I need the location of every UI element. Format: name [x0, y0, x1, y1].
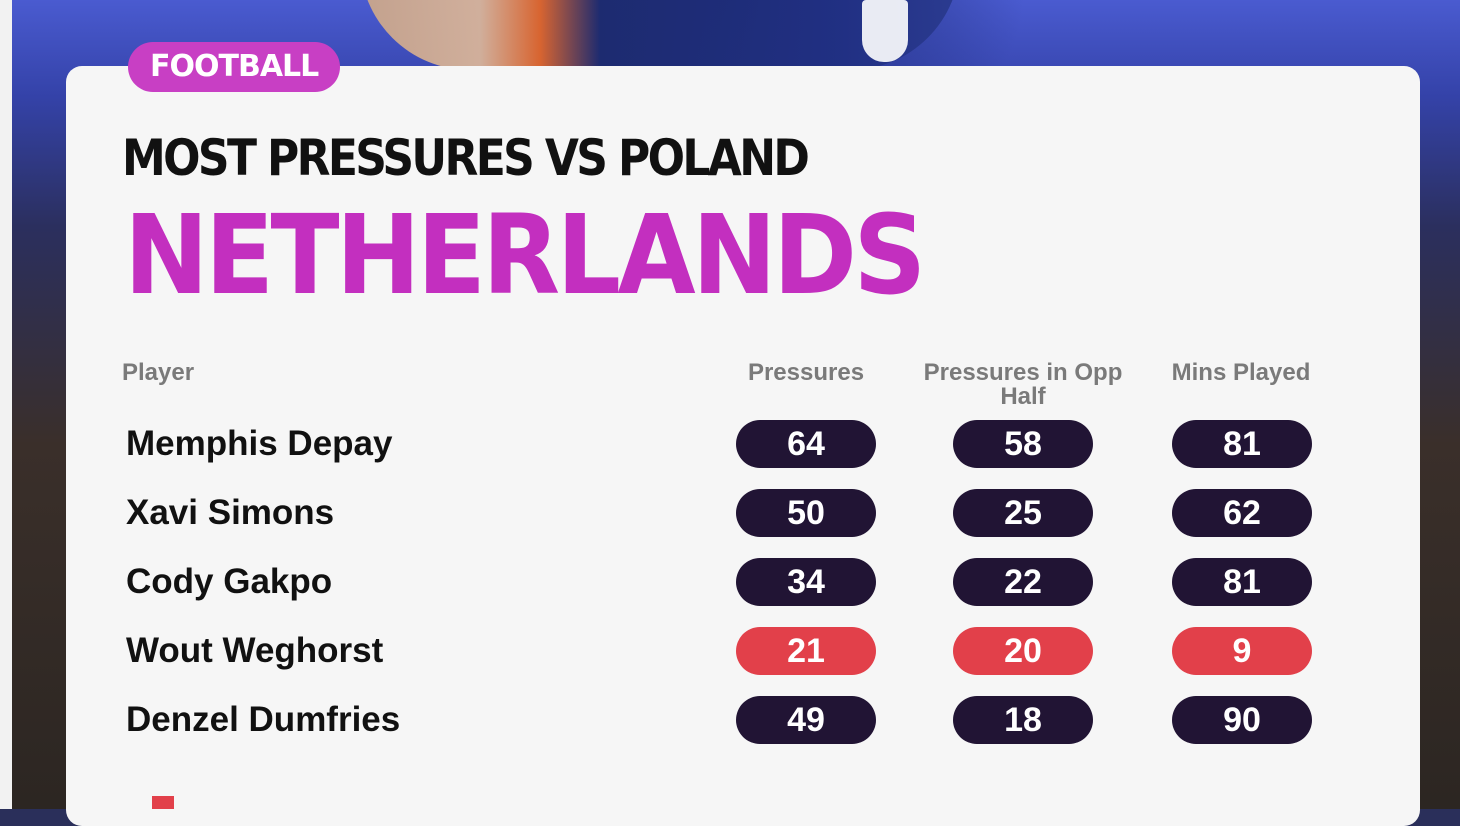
value-pill-mins-played: 81: [1172, 420, 1312, 468]
value-pill-pressures-opp-half: 18: [953, 696, 1093, 744]
value-pill-pressures: 21: [736, 627, 876, 675]
team-title: NETHERLANDS: [124, 191, 926, 319]
lion-crest-icon: [862, 0, 908, 62]
table-row: Wout Weghorst 21 20 9: [0, 627, 1460, 675]
value-pill-pressures-opp-half: 58: [953, 420, 1093, 468]
player-name: Memphis Depay: [126, 424, 393, 463]
value-pill-pressures-opp-half: 25: [953, 489, 1093, 537]
player-name: Xavi Simons: [126, 493, 335, 532]
player-name: Denzel Dumfries: [126, 700, 401, 739]
column-header-player: Player: [122, 359, 195, 386]
column-header-pressures: Pressures: [747, 359, 865, 386]
player-name: Wout Weghorst: [126, 631, 384, 670]
column-header-mins-played: Mins Played: [1171, 359, 1311, 386]
value-pill-pressures: 49: [736, 696, 876, 744]
column-header-pressures-opp-half: Pressures in Opp Half: [923, 359, 1123, 410]
player-photo: [360, 0, 960, 70]
value-pill-mins-played: 90: [1172, 696, 1312, 744]
table-row: Memphis Depay 64 58 81: [0, 420, 1460, 468]
table-row: Xavi Simons 50 25 62: [0, 489, 1460, 537]
value-pill-pressures-opp-half: 20: [953, 627, 1093, 675]
value-pill-pressures: 50: [736, 489, 876, 537]
player-name: Cody Gakpo: [126, 562, 333, 601]
value-pill-pressures-opp-half: 22: [953, 558, 1093, 606]
value-pill-pressures: 64: [736, 420, 876, 468]
table-row: Denzel Dumfries 49 18 90: [0, 696, 1460, 744]
value-pill-pressures: 34: [736, 558, 876, 606]
table-row: Cody Gakpo 34 22 81: [0, 558, 1460, 606]
left-border: [0, 0, 12, 809]
subtitle: MOST PRESSURES VS POLAND: [122, 129, 810, 187]
value-pill-mins-played: 9: [1172, 627, 1312, 675]
value-pill-mins-played: 62: [1172, 489, 1312, 537]
category-badge: FOOTBALL: [128, 42, 341, 92]
value-pill-mins-played: 81: [1172, 558, 1312, 606]
brand-logo-icon: [152, 796, 174, 809]
